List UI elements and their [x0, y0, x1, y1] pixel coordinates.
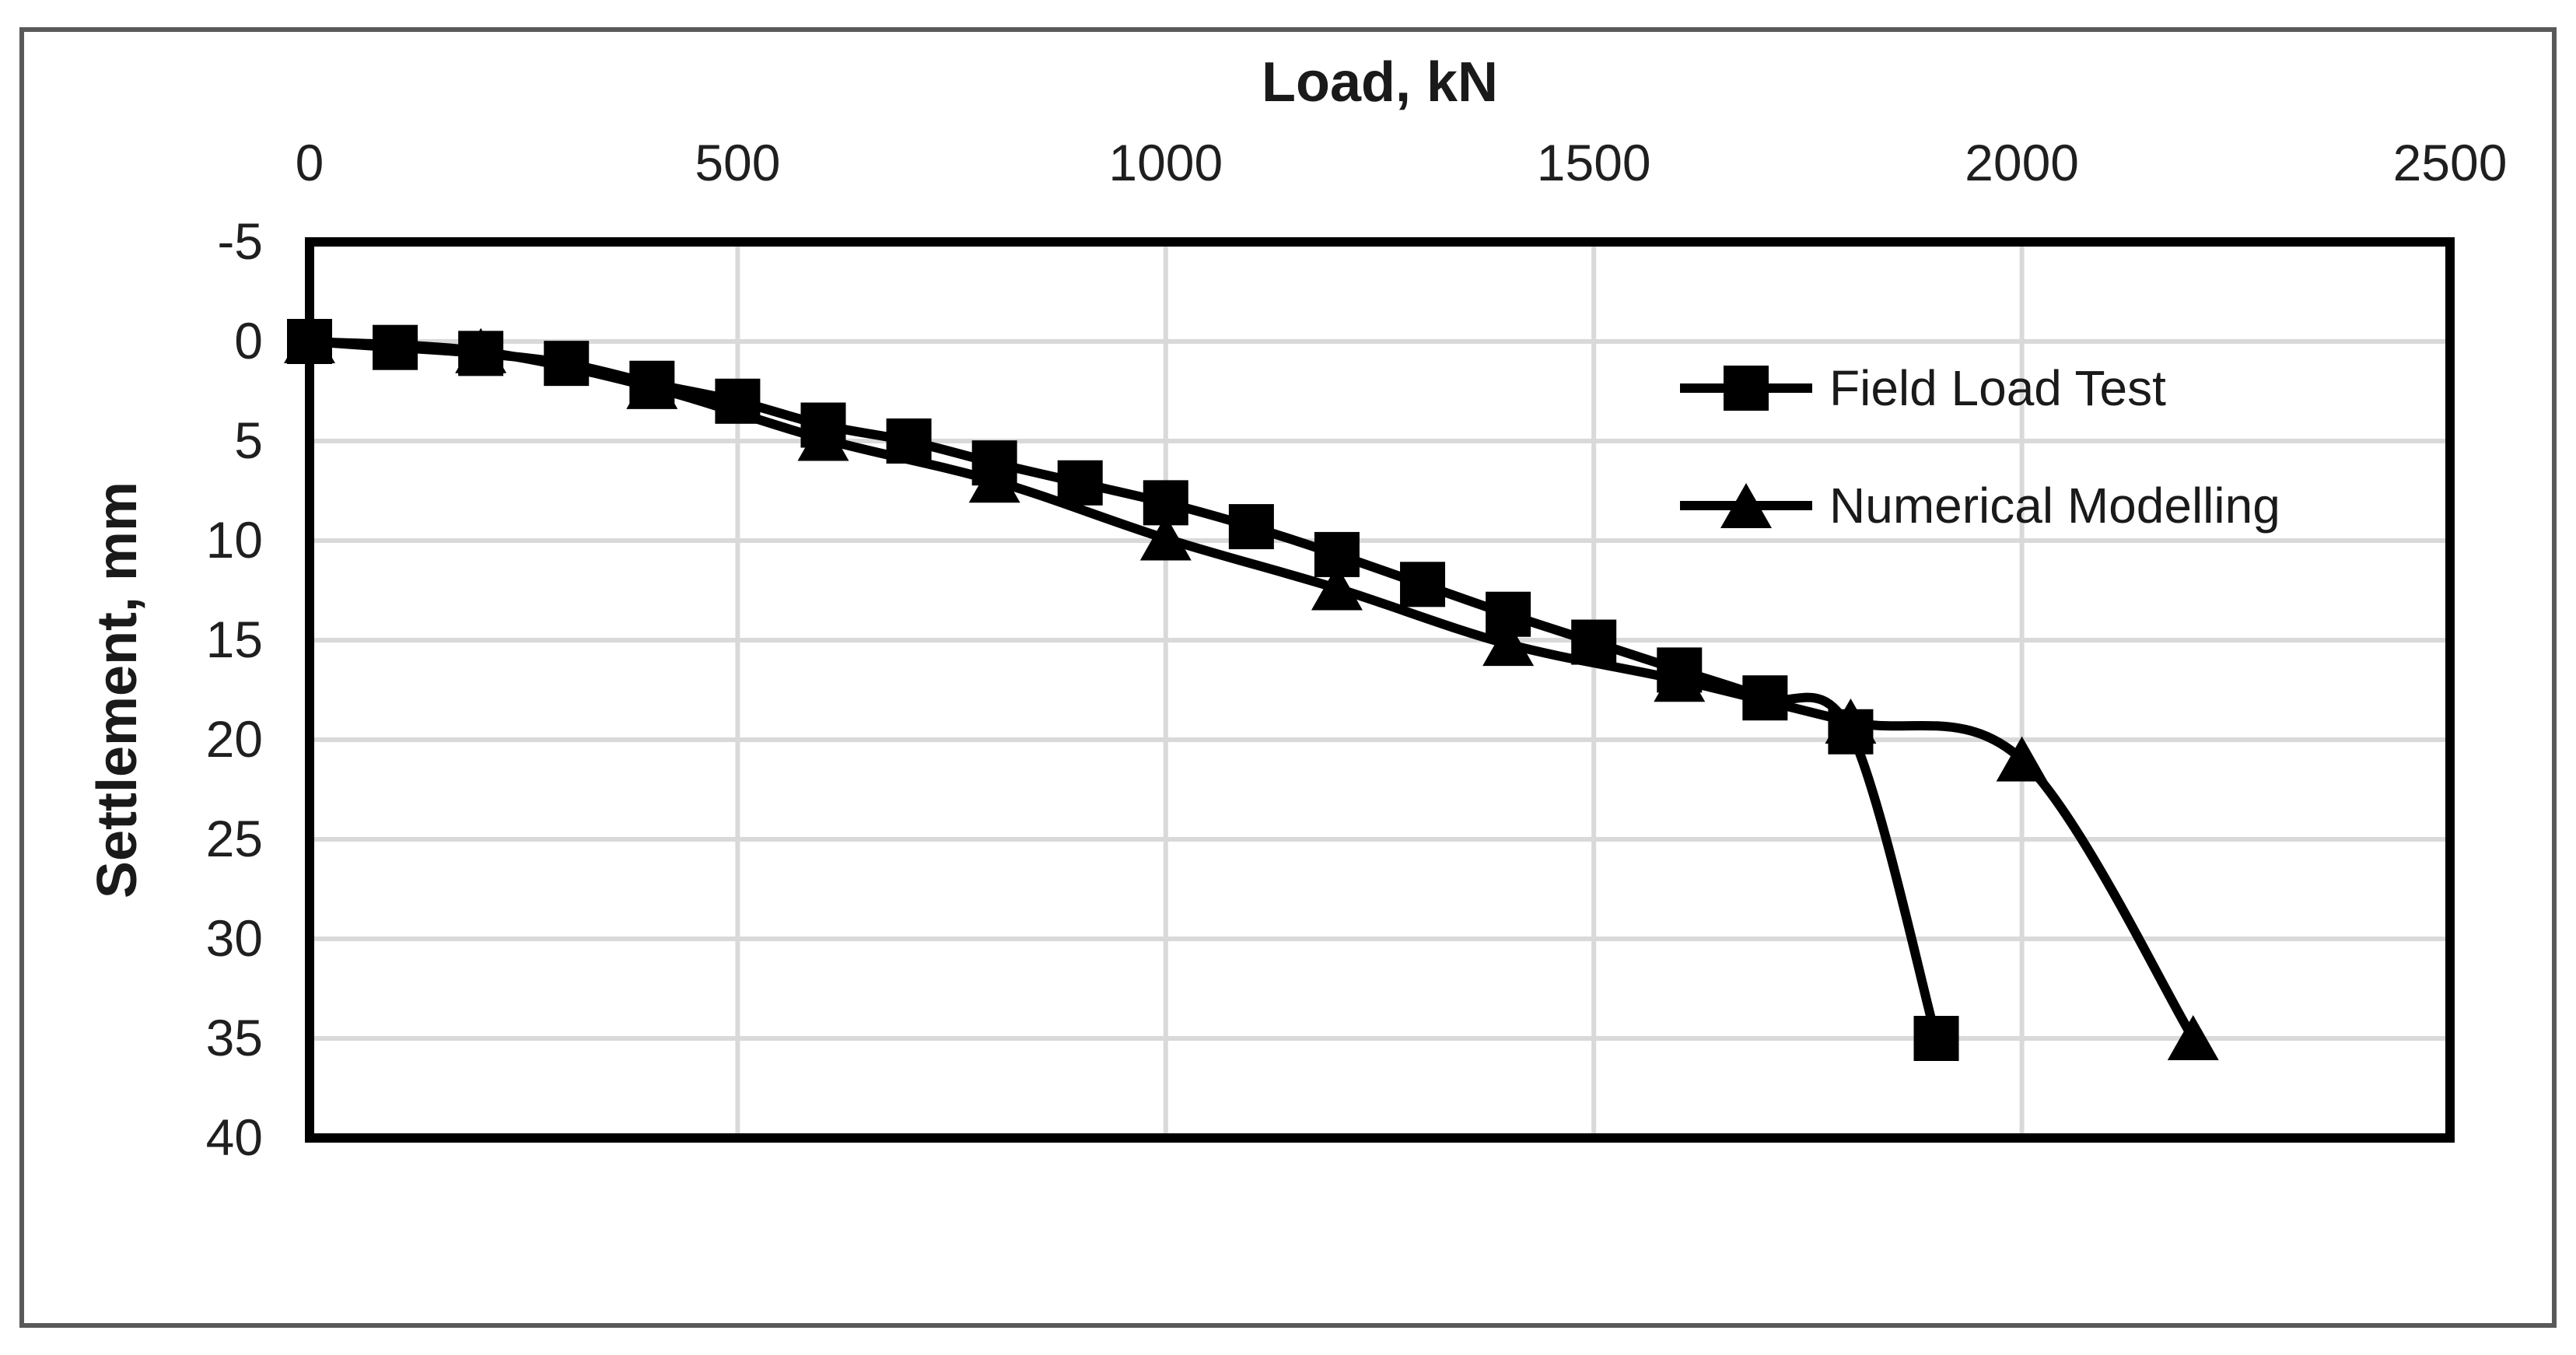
figure-border [19, 27, 2557, 1328]
plot-area-border [305, 237, 2455, 1143]
triangle-marker-icon [1996, 736, 2048, 782]
y-tick-label: 10 [206, 511, 263, 569]
square-marker-icon [1057, 460, 1103, 506]
y-tick-label: 0 [234, 312, 263, 369]
y-tick-label: 25 [206, 810, 263, 867]
legend-triangle-marker-icon [1720, 483, 1772, 528]
triangle-marker-icon [1482, 621, 1535, 667]
x-tick-label: 1500 [1537, 134, 1651, 191]
y-axis-tick-labels: -5 0 5 10 15 20 25 30 35 40 [206, 212, 263, 1166]
y-tick-label: 5 [234, 411, 263, 469]
y-tick-label: 40 [206, 1108, 263, 1166]
x-tick-label: 2000 [1965, 134, 2079, 191]
y-tick-label: -5 [217, 212, 263, 270]
gridlines [310, 242, 2450, 1138]
y-axis-title: Settlement, mm [86, 481, 149, 898]
x-axis-tick-labels: 0 500 1000 1500 2000 2500 [296, 134, 2508, 191]
triangle-marker-icon [455, 327, 507, 373]
triangle-marker-icon [1825, 698, 1877, 744]
legend: Field Load Test Numerical Modelling [1680, 360, 2280, 534]
legend-item-field-load-test: Field Load Test [1680, 360, 2166, 416]
triangle-marker-icon [1654, 656, 1706, 702]
legend-label-numerical-modelling: Numerical Modelling [1829, 478, 2280, 534]
square-marker-icon [1400, 562, 1446, 607]
legend-item-numerical-modelling: Numerical Modelling [1680, 478, 2280, 534]
square-marker-icon [1228, 504, 1274, 550]
x-tick-label: 1000 [1108, 134, 1223, 191]
series-numerical-modelling [284, 318, 2219, 1060]
y-tick-label: 30 [206, 909, 263, 967]
x-tick-label: 500 [695, 134, 780, 191]
triangle-marker-icon [797, 415, 849, 461]
square-marker-icon [1913, 1016, 1959, 1061]
y-tick-label: 15 [206, 611, 263, 668]
legend-label-field-load-test: Field Load Test [1829, 360, 2166, 416]
triangle-marker-icon [1139, 515, 1192, 561]
y-tick-label: 35 [206, 1009, 263, 1066]
legend-square-marker-icon [1724, 366, 1769, 411]
x-tick-label: 2500 [2393, 134, 2508, 191]
x-axis-title: Load, kN [1262, 51, 1498, 114]
series-group [284, 318, 2219, 1061]
triangle-marker-icon [284, 318, 335, 363]
x-tick-label: 0 [296, 134, 324, 191]
triangle-marker-icon [626, 363, 678, 409]
triangle-marker-icon [2167, 1015, 2219, 1060]
y-tick-label: 20 [206, 710, 263, 768]
triangle-marker-icon [968, 457, 1020, 503]
triangle-marker-icon [1311, 565, 1363, 611]
